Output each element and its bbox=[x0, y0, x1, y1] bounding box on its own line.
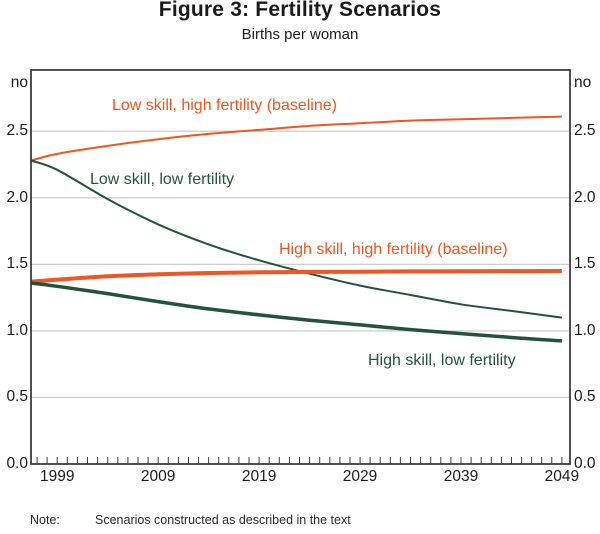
x-axis-label: 2049 bbox=[544, 468, 580, 485]
x-axis-label: 2029 bbox=[342, 468, 378, 485]
y-axis-label-left: 2.0 bbox=[6, 188, 28, 206]
y-axis-label-right: 2.5 bbox=[574, 122, 596, 140]
y-axis-unit-right: no bbox=[574, 74, 592, 91]
series-line-high-skill-low-fertility bbox=[30, 281, 563, 343]
series-label-high-skill-high-fertility-baseline: High skill, high fertility (baseline) bbox=[279, 241, 508, 258]
chart-note: Note: Scenarios constructed as described … bbox=[30, 513, 351, 527]
note-text: Scenarios constructed as described in th… bbox=[95, 513, 351, 527]
series-line-low-skill-low-fertility bbox=[30, 159, 563, 319]
y-axis-unit-left: no bbox=[10, 74, 28, 91]
y-axis-label-right: 0.5 bbox=[574, 388, 596, 406]
y-axis-label-left: 1.5 bbox=[6, 255, 28, 273]
plot-border bbox=[30, 69, 571, 465]
series-label-high-skill-low-fertility: High skill, low fertility bbox=[368, 352, 516, 369]
x-axis-label: 1999 bbox=[39, 468, 75, 485]
y-axis-label-left: 1.0 bbox=[6, 321, 28, 339]
x-axis-label: 2039 bbox=[443, 468, 479, 485]
y-axis-label-left: 2.5 bbox=[6, 122, 28, 140]
y-axis-label-left: 0.0 bbox=[6, 455, 28, 472]
x-axis-label: 2019 bbox=[241, 468, 277, 485]
series-label-low-skill-high-fertility-baseline: Low skill, high fertility (baseline) bbox=[112, 97, 337, 114]
y-axis-label-right: 0.0 bbox=[574, 455, 596, 472]
y-axis-label-right: 1.5 bbox=[574, 255, 596, 273]
y-axis-label-right: 2.0 bbox=[574, 188, 596, 206]
series-label-low-skill-low-fertility: Low skill, low fertility bbox=[90, 171, 235, 188]
y-axis-label-left: 0.5 bbox=[6, 388, 28, 406]
chart-subtitle: Births per woman bbox=[241, 26, 359, 43]
note-label: Note: bbox=[30, 513, 60, 527]
series-line-high-skill-high-fertility-baseline bbox=[30, 269, 562, 284]
series-line-low-skill-high-fertility-baseline bbox=[30, 115, 562, 162]
chart-title: Figure 3: Fertility Scenarios bbox=[158, 0, 442, 21]
x-axis-label: 2009 bbox=[140, 468, 176, 485]
y-axis-label-right: 1.0 bbox=[574, 321, 596, 339]
